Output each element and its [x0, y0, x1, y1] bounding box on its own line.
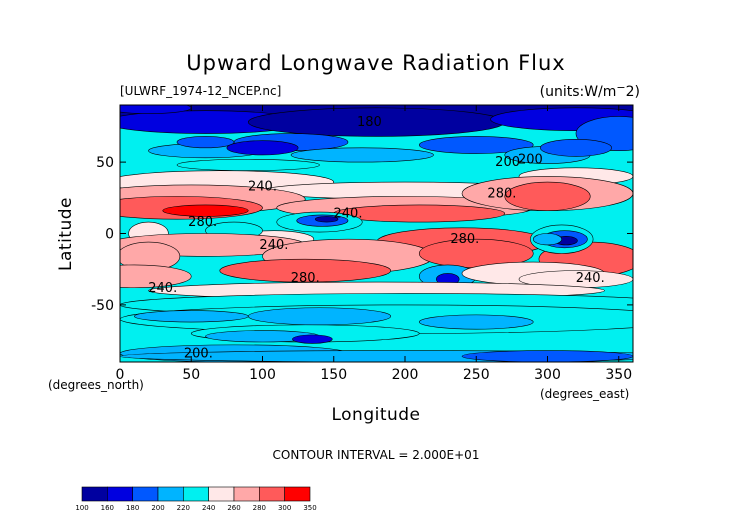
x-tick-label: 100 — [249, 367, 276, 383]
chart-title: Upward Longwave Radiation Flux — [186, 51, 565, 75]
colorbar-label: 200 — [151, 504, 164, 512]
colorbar-label: 300 — [278, 504, 291, 512]
colorbar-label: 350 — [303, 504, 316, 512]
colorbar-swatch — [284, 486, 311, 502]
flux-region — [532, 233, 563, 246]
flux-region — [292, 334, 333, 344]
colorbar-swatch — [81, 486, 108, 502]
contour-labels: 180 200 240. 280. 240. 240. 280. 240. 280. 240. 20… — [148, 115, 604, 361]
colorbar-swatch — [107, 486, 133, 502]
colorbar-label: 260 — [227, 504, 240, 512]
contour-label: 280. — [291, 271, 320, 286]
y-axis-label: Latitude — [56, 197, 76, 271]
flux-region — [176, 158, 320, 171]
y-tick-label: 50 — [96, 155, 114, 171]
x-unit-label: (degrees_east) — [540, 387, 629, 401]
colorbar-swatch — [157, 486, 184, 502]
units-label: (units:W/m−2) — [540, 81, 640, 100]
contour-label: 280. — [450, 232, 479, 247]
contour-label: 200 — [518, 152, 543, 167]
contour-label: 200 — [495, 155, 520, 170]
flux-region — [490, 107, 633, 131]
flux-region — [120, 105, 192, 114]
contour-label: 280. — [487, 187, 516, 202]
contour-label: 200. — [184, 346, 213, 361]
x-tick-label: 250 — [463, 367, 490, 383]
contour-interval-text: CONTOUR INTERVAL = 2.000E+01 — [273, 448, 480, 462]
colorbar-swatch — [233, 486, 260, 502]
x-axis-label: Longitude — [331, 405, 420, 425]
x-tick-label: 200 — [392, 367, 419, 383]
y-unit-label: (degrees_north) — [48, 378, 144, 392]
colorbar-label: 240 — [202, 504, 215, 512]
contour-label: 240. — [148, 281, 177, 296]
colorbar-label: 160 — [101, 504, 114, 512]
contour-label: 240. — [259, 238, 288, 253]
axis-ticks: 0 50 100 150 200 250 300 350 -50 0 50 — [91, 105, 633, 383]
colorbar-label: 280 — [253, 504, 266, 512]
colorbar-swatch — [132, 486, 159, 502]
flux-region — [176, 136, 235, 149]
flux-region — [162, 204, 249, 217]
colorbar-swatch — [259, 486, 285, 502]
flux-region — [418, 136, 534, 154]
flux-region — [290, 147, 434, 163]
x-tick-label: 150 — [320, 367, 347, 383]
contour-label: 280. — [188, 215, 217, 230]
flux-region — [504, 181, 591, 211]
y-tick-label: 0 — [105, 227, 114, 243]
flux-region — [219, 258, 392, 283]
contour-label: 240. — [248, 179, 277, 194]
colorbar-label: 220 — [177, 504, 190, 512]
x-tick-label: 300 — [534, 367, 561, 383]
flux-region — [314, 216, 339, 223]
colorbar-swatch — [183, 486, 209, 502]
contour-label: 240. — [334, 207, 363, 222]
plot-area — [120, 105, 633, 362]
x-tick-label: 50 — [182, 367, 200, 383]
y-tick-label: -50 — [91, 298, 114, 314]
flux-region — [120, 264, 192, 289]
file-label: [ULWRF_1974-12_NCEP.nc] — [120, 84, 281, 98]
colorbar-label: 100 — [75, 504, 88, 512]
flux-region — [247, 307, 392, 326]
flux-field — [120, 105, 633, 362]
x-tick-label: 350 — [605, 367, 632, 383]
contour-label: 180 — [357, 115, 382, 130]
contour-label: 240. — [576, 271, 605, 286]
flux-region — [540, 138, 612, 157]
flux-region — [133, 310, 249, 323]
colorbar-swatch — [208, 486, 235, 502]
colorbar-label: 180 — [126, 504, 139, 512]
flux-region — [418, 314, 534, 330]
x-tick-label: 0 — [116, 367, 125, 383]
flux-region — [226, 140, 299, 156]
colorbar: 100 160 180 200 220 240 260 280 300 350 — [75, 486, 317, 512]
